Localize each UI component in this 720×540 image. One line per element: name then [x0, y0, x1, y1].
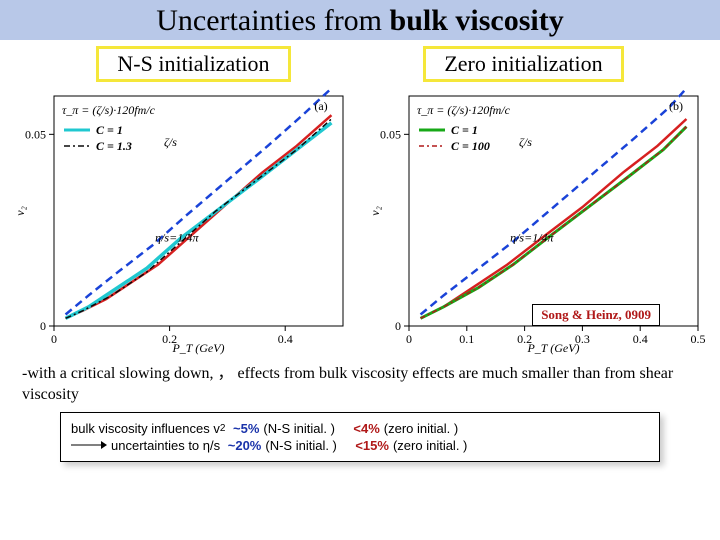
- svg-text:0: 0: [395, 319, 401, 333]
- svg-text:(a): (a): [314, 99, 327, 113]
- svg-text:τ_π = (ζ/s)·120fm/c: τ_π = (ζ/s)·120fm/c: [62, 103, 156, 117]
- citation: Song & Heinz, 0909: [532, 304, 660, 326]
- bl1-p2: <4%: [353, 421, 379, 436]
- svg-text:0.4: 0.4: [633, 332, 648, 346]
- bl2-a2: (zero initial. ): [393, 438, 467, 453]
- svg-text:0: 0: [51, 332, 57, 346]
- svg-text:0.1: 0.1: [459, 332, 474, 346]
- svg-text:ζ/s: ζ/s: [519, 135, 532, 149]
- bottom-line-2: uncertainties to η/s ~20% (N-S initial. …: [71, 438, 649, 453]
- svg-text:τ_π = (ζ/s)·120fm/c: τ_π = (ζ/s)·120fm/c: [417, 103, 511, 117]
- note-pre: -with a critical slowing down, ， effects…: [22, 365, 673, 403]
- svg-text:0.05: 0.05: [380, 127, 401, 141]
- svg-text:0: 0: [406, 332, 412, 346]
- svg-text:C = 1: C = 1: [96, 123, 123, 137]
- svg-text:η/s=1/4π: η/s=1/4π: [510, 231, 554, 245]
- label-left: N-S initialization: [96, 46, 290, 82]
- svg-text:0: 0: [40, 319, 46, 333]
- note-text: -with a critical slowing down, ， effects…: [22, 364, 698, 406]
- title-pre: Uncertainties from: [156, 4, 389, 37]
- svg-text:C = 100: C = 100: [451, 139, 490, 153]
- bl2-a1: (N-S initial. ): [265, 438, 337, 453]
- svg-text:η/s=1/4π: η/s=1/4π: [155, 231, 199, 245]
- arrow-icon: [71, 439, 107, 451]
- bl1-a1: (N-S initial. ): [263, 421, 335, 436]
- bl1-sub: 2: [220, 423, 226, 434]
- svg-text:C = 1.3: C = 1.3: [96, 139, 132, 153]
- chart-right: 00.10.20.30.40.500.05v₂P_T (GeV)(b)τ_π =…: [365, 86, 710, 356]
- title-bold: bulk viscosity: [390, 4, 564, 37]
- bottom-box: bulk viscosity influences v2 ~5% (N-S in…: [60, 412, 660, 462]
- bl2-p2: <15%: [355, 438, 389, 453]
- svg-text:0.4: 0.4: [278, 332, 293, 346]
- chart-left: 00.20.400.05v₂P_T (GeV)(a)τ_π = (ζ/s)·12…: [10, 86, 355, 356]
- svg-text:0.05: 0.05: [25, 127, 46, 141]
- svg-text:(b): (b): [669, 99, 683, 113]
- charts-row: 00.20.400.05v₂P_T (GeV)(a)τ_π = (ζ/s)·12…: [0, 86, 720, 356]
- bl1-pre: bulk viscosity influences v: [71, 421, 220, 436]
- svg-text:P_T (GeV): P_T (GeV): [526, 341, 579, 355]
- bl2-p1: ~20%: [228, 438, 262, 453]
- svg-text:P_T (GeV): P_T (GeV): [171, 341, 224, 355]
- svg-text:v₂: v₂: [368, 206, 382, 216]
- labels-row: N-S initialization Zero initialization: [0, 46, 720, 82]
- bl2-pre: uncertainties to η/s: [111, 438, 220, 453]
- bottom-line-1: bulk viscosity influences v2 ~5% (N-S in…: [71, 421, 649, 436]
- title-bar: Uncertainties from bulk viscosity: [0, 0, 720, 40]
- bl1-p1: ~5%: [233, 421, 259, 436]
- svg-text:v₂: v₂: [13, 206, 27, 216]
- svg-text:0.5: 0.5: [691, 332, 706, 346]
- bl1-a2: (zero initial. ): [384, 421, 458, 436]
- svg-text:C = 1: C = 1: [451, 123, 478, 137]
- label-right: Zero initialization: [423, 46, 623, 82]
- svg-text:ζ/s: ζ/s: [164, 135, 177, 149]
